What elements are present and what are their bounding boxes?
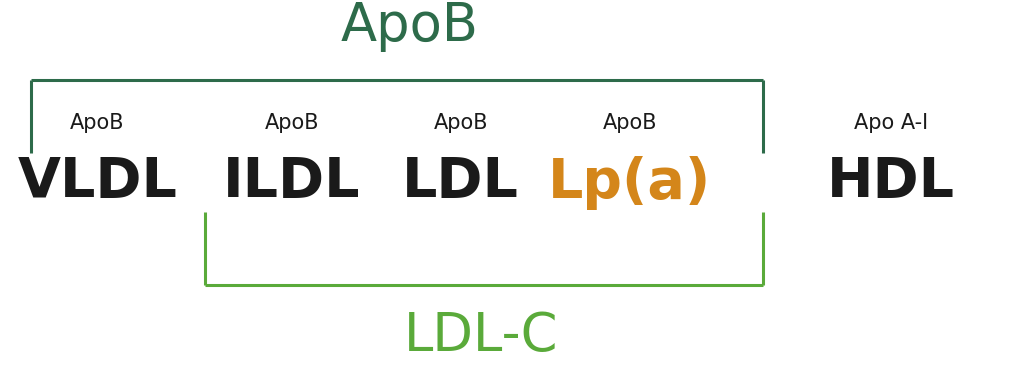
Text: Apo A-I: Apo A-I xyxy=(854,113,928,133)
Text: ApoB: ApoB xyxy=(264,113,319,133)
Text: Lp(a): Lp(a) xyxy=(548,155,712,210)
Text: ILDL: ILDL xyxy=(223,155,360,210)
Text: ApoB: ApoB xyxy=(341,0,478,51)
Text: ApoB: ApoB xyxy=(602,113,657,133)
Text: HDL: HDL xyxy=(827,155,954,210)
Text: ApoB: ApoB xyxy=(433,113,488,133)
Text: LDL-C: LDL-C xyxy=(404,310,558,362)
Text: ApoB: ApoB xyxy=(70,113,125,133)
Text: LDL: LDL xyxy=(402,155,519,210)
Text: VLDL: VLDL xyxy=(17,155,177,210)
